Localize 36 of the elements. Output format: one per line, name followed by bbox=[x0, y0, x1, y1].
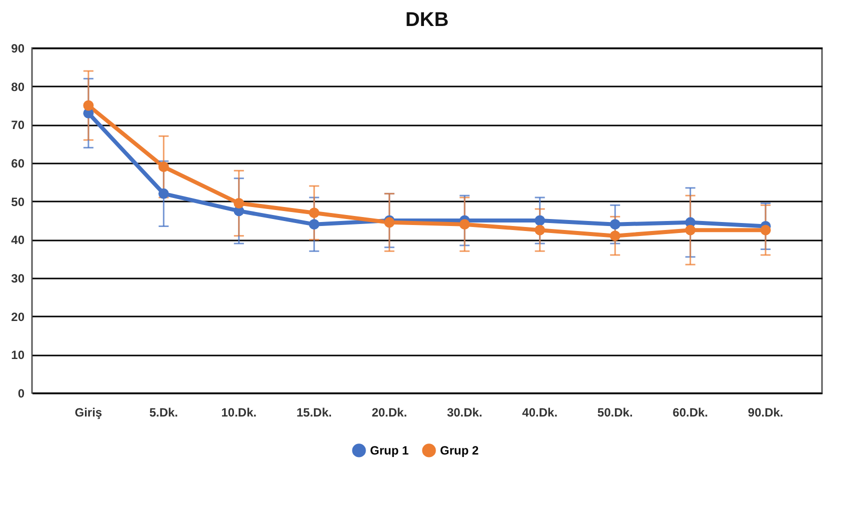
y-tick-label: 10 bbox=[11, 348, 25, 362]
point bbox=[534, 215, 546, 226]
x-tick-label: 60.Dk. bbox=[672, 406, 708, 420]
legend-label: Grup 1 bbox=[370, 443, 409, 458]
x-tick-label: 90.Dk. bbox=[748, 406, 784, 420]
point bbox=[234, 198, 244, 208]
x-tick-label: 50.Dk. bbox=[597, 406, 633, 420]
y-tick-label: 20 bbox=[11, 310, 25, 324]
x-tick-label: Giriş bbox=[74, 406, 102, 420]
x-tick-label: 10.Dk. bbox=[221, 406, 257, 420]
point bbox=[459, 219, 470, 230]
x-tick-label: 30.Dk. bbox=[446, 406, 482, 420]
point bbox=[760, 224, 771, 236]
point bbox=[610, 219, 620, 230]
y-tick-label: 60 bbox=[11, 156, 25, 170]
legend-label: Grup 2 bbox=[440, 443, 479, 458]
y-tick-label: 70 bbox=[11, 118, 25, 132]
point bbox=[685, 224, 696, 236]
x-tick-label: 20.Dk. bbox=[372, 406, 408, 420]
chart-title: DKB bbox=[405, 9, 449, 31]
y-tick-label: 50 bbox=[11, 194, 25, 209]
y-tick-label: 0 bbox=[18, 386, 25, 400]
x-tick-label: 40.Dk. bbox=[522, 406, 558, 420]
y-tick-label: 90 bbox=[11, 42, 25, 56]
point bbox=[308, 219, 320, 230]
point bbox=[308, 208, 320, 218]
y-tick-label: 40 bbox=[11, 233, 25, 248]
point bbox=[158, 162, 169, 172]
point bbox=[83, 100, 94, 111]
point bbox=[534, 224, 546, 236]
x-tick-label: 5.Dk. bbox=[149, 406, 178, 420]
point bbox=[610, 230, 620, 242]
y-tick-label: 80 bbox=[11, 80, 25, 94]
x-tick-label: 15.Dk. bbox=[296, 406, 332, 420]
point bbox=[158, 188, 169, 199]
y-tick-label: 30 bbox=[11, 272, 25, 286]
